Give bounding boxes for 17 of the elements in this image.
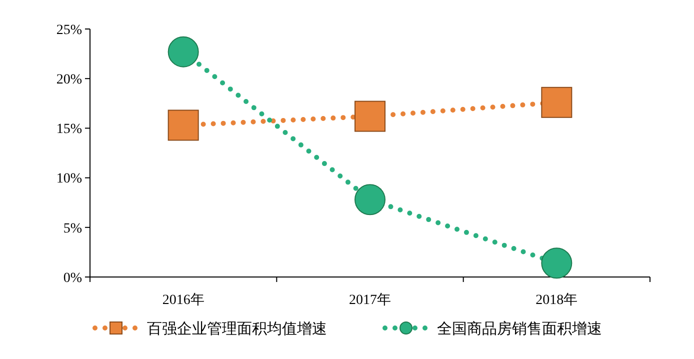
legend-label: 全国商品房销售面积增速: [437, 320, 602, 338]
point: [354, 184, 386, 216]
x-tick-label: 2017年: [349, 292, 391, 308]
y-tick-label: 5%: [63, 221, 82, 236]
x-tick-label: 2016年: [162, 292, 204, 308]
point: [354, 100, 386, 132]
point: [168, 36, 199, 68]
point: [168, 110, 199, 141]
point: [541, 248, 572, 279]
y-tick-label: 25%: [56, 22, 82, 38]
y-tick-label: 15%: [56, 122, 82, 138]
legend-label: 百强企业管理面积均值增速: [147, 320, 327, 338]
point: [541, 86, 572, 118]
y-tick-label: 0%: [63, 270, 82, 286]
x-tick-label: 2018年: [536, 292, 578, 308]
y-tick-label: 20%: [56, 72, 82, 88]
y-tick-label: 10%: [56, 172, 82, 187]
